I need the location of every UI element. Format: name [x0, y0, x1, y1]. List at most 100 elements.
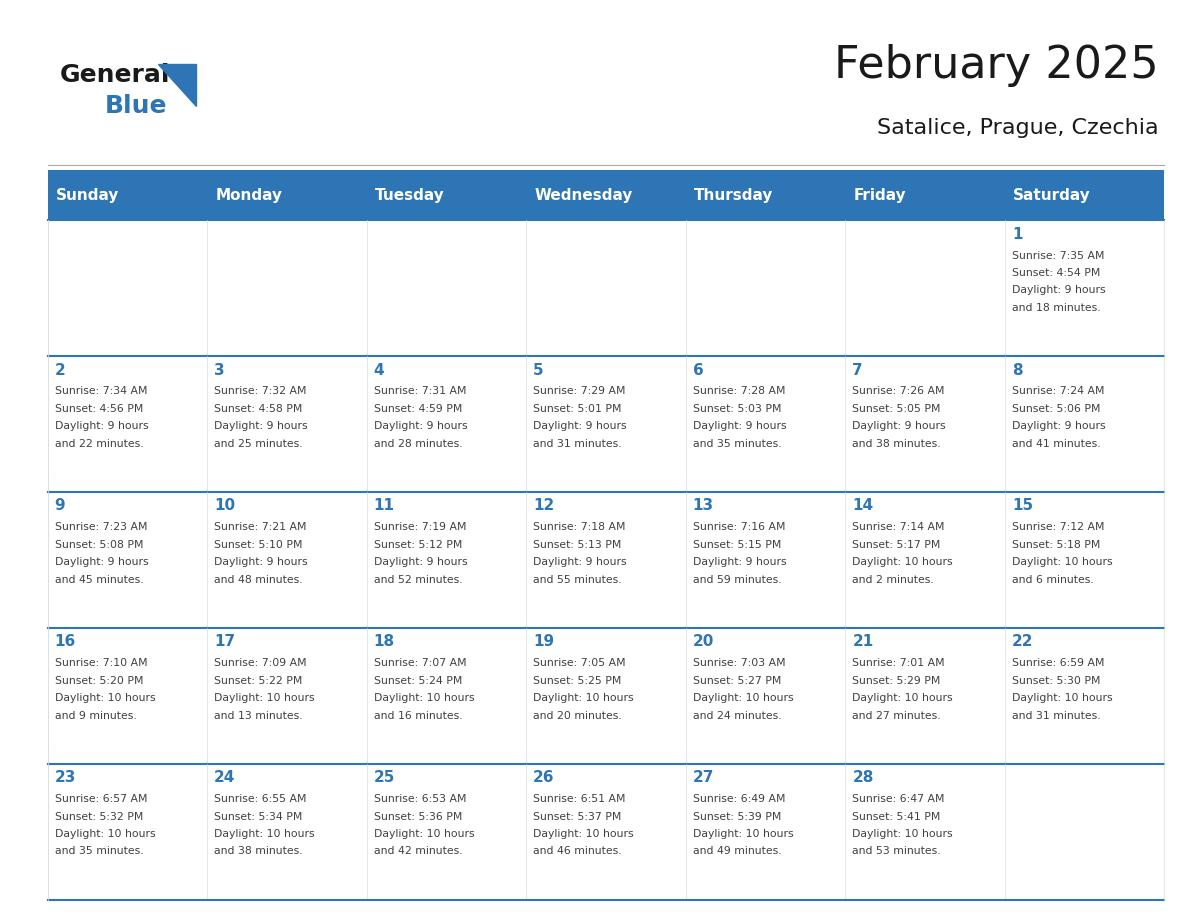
Text: 23: 23 — [55, 770, 76, 785]
Text: 22: 22 — [1012, 634, 1034, 649]
Bar — [207, 628, 367, 764]
Text: Wednesday: Wednesday — [535, 187, 633, 203]
Text: 4: 4 — [374, 363, 385, 377]
Text: Daylight: 9 hours: Daylight: 9 hours — [693, 557, 786, 567]
Bar — [845, 764, 1005, 900]
Text: 11: 11 — [374, 498, 394, 513]
Text: Sunrise: 6:55 AM: Sunrise: 6:55 AM — [214, 794, 307, 804]
Text: 1: 1 — [1012, 227, 1023, 241]
Text: 18: 18 — [374, 634, 394, 649]
Text: Sunrise: 7:21 AM: Sunrise: 7:21 AM — [214, 522, 307, 532]
Bar — [685, 220, 845, 356]
Bar — [48, 628, 207, 764]
Bar — [367, 764, 526, 900]
Text: and 38 minutes.: and 38 minutes. — [214, 846, 303, 856]
Text: Sunrise: 7:19 AM: Sunrise: 7:19 AM — [374, 522, 466, 532]
Text: Thursday: Thursday — [694, 187, 773, 203]
Bar — [526, 628, 685, 764]
Text: and 38 minutes.: and 38 minutes. — [852, 439, 941, 449]
Text: Daylight: 10 hours: Daylight: 10 hours — [214, 693, 315, 703]
Text: Daylight: 9 hours: Daylight: 9 hours — [214, 557, 308, 567]
Text: Sunset: 5:15 PM: Sunset: 5:15 PM — [693, 540, 782, 550]
Text: Sunset: 4:54 PM: Sunset: 4:54 PM — [1012, 268, 1100, 278]
Text: Daylight: 9 hours: Daylight: 9 hours — [374, 557, 467, 567]
Text: Daylight: 10 hours: Daylight: 10 hours — [533, 693, 634, 703]
Text: and 20 minutes.: and 20 minutes. — [533, 711, 623, 721]
Text: Sunrise: 6:53 AM: Sunrise: 6:53 AM — [374, 794, 466, 804]
Bar — [845, 628, 1005, 764]
Text: 28: 28 — [852, 770, 873, 785]
Text: Monday: Monday — [215, 187, 283, 203]
Text: Sunset: 5:06 PM: Sunset: 5:06 PM — [1012, 404, 1100, 414]
Text: Daylight: 9 hours: Daylight: 9 hours — [214, 421, 308, 431]
Text: Sunrise: 7:28 AM: Sunrise: 7:28 AM — [693, 386, 785, 397]
Text: Sunrise: 7:12 AM: Sunrise: 7:12 AM — [1012, 522, 1105, 532]
Text: Sunset: 5:18 PM: Sunset: 5:18 PM — [1012, 540, 1100, 550]
Text: Daylight: 10 hours: Daylight: 10 hours — [533, 829, 634, 839]
Text: 16: 16 — [55, 634, 76, 649]
Text: Sunset: 5:05 PM: Sunset: 5:05 PM — [852, 404, 941, 414]
Text: Sunset: 5:10 PM: Sunset: 5:10 PM — [214, 540, 303, 550]
Text: Daylight: 9 hours: Daylight: 9 hours — [374, 421, 467, 431]
Bar — [367, 356, 526, 492]
Text: Daylight: 9 hours: Daylight: 9 hours — [1012, 421, 1106, 431]
Bar — [526, 356, 685, 492]
Text: Daylight: 9 hours: Daylight: 9 hours — [852, 421, 946, 431]
Text: and 35 minutes.: and 35 minutes. — [55, 846, 144, 856]
Text: and 2 minutes.: and 2 minutes. — [852, 575, 934, 585]
Text: Daylight: 10 hours: Daylight: 10 hours — [693, 829, 794, 839]
Text: 5: 5 — [533, 363, 544, 377]
Text: 13: 13 — [693, 498, 714, 513]
Text: Sunrise: 6:51 AM: Sunrise: 6:51 AM — [533, 794, 626, 804]
Text: Sunrise: 7:32 AM: Sunrise: 7:32 AM — [214, 386, 307, 397]
Text: Daylight: 10 hours: Daylight: 10 hours — [214, 829, 315, 839]
Text: Sunrise: 7:24 AM: Sunrise: 7:24 AM — [1012, 386, 1105, 397]
Text: Sunrise: 7:31 AM: Sunrise: 7:31 AM — [374, 386, 466, 397]
Polygon shape — [158, 64, 196, 106]
Text: Sunset: 5:20 PM: Sunset: 5:20 PM — [55, 676, 143, 686]
Text: and 45 minutes.: and 45 minutes. — [55, 575, 144, 585]
Text: Daylight: 10 hours: Daylight: 10 hours — [1012, 693, 1112, 703]
Text: General: General — [59, 63, 170, 87]
Text: Sunset: 5:41 PM: Sunset: 5:41 PM — [852, 812, 941, 822]
Bar — [1005, 764, 1164, 900]
Text: Sunrise: 7:18 AM: Sunrise: 7:18 AM — [533, 522, 626, 532]
Text: and 13 minutes.: and 13 minutes. — [214, 711, 303, 721]
Text: Sunset: 4:59 PM: Sunset: 4:59 PM — [374, 404, 462, 414]
Text: Sunset: 5:24 PM: Sunset: 5:24 PM — [374, 676, 462, 686]
Text: 17: 17 — [214, 634, 235, 649]
Text: Sunrise: 7:09 AM: Sunrise: 7:09 AM — [214, 658, 307, 668]
Text: Tuesday: Tuesday — [375, 187, 444, 203]
Bar — [1005, 356, 1164, 492]
Text: Sunset: 5:39 PM: Sunset: 5:39 PM — [693, 812, 782, 822]
Text: and 28 minutes.: and 28 minutes. — [374, 439, 462, 449]
Text: Sunset: 5:27 PM: Sunset: 5:27 PM — [693, 676, 782, 686]
Text: Sunset: 5:37 PM: Sunset: 5:37 PM — [533, 812, 621, 822]
Text: February 2025: February 2025 — [834, 44, 1158, 87]
Bar — [207, 220, 367, 356]
Bar — [685, 356, 845, 492]
Text: Daylight: 9 hours: Daylight: 9 hours — [533, 557, 627, 567]
Text: Daylight: 9 hours: Daylight: 9 hours — [693, 421, 786, 431]
Text: Daylight: 10 hours: Daylight: 10 hours — [374, 829, 474, 839]
Bar — [526, 220, 685, 356]
Text: 7: 7 — [852, 363, 862, 377]
Text: Sunset: 5:08 PM: Sunset: 5:08 PM — [55, 540, 143, 550]
Bar — [1005, 628, 1164, 764]
Bar — [685, 764, 845, 900]
Text: Daylight: 10 hours: Daylight: 10 hours — [374, 693, 474, 703]
Text: Sunset: 5:13 PM: Sunset: 5:13 PM — [533, 540, 621, 550]
Bar — [845, 356, 1005, 492]
Text: Sunset: 5:12 PM: Sunset: 5:12 PM — [374, 540, 462, 550]
Text: 10: 10 — [214, 498, 235, 513]
Bar — [367, 628, 526, 764]
Text: Daylight: 10 hours: Daylight: 10 hours — [1012, 557, 1112, 567]
Text: Sunset: 5:34 PM: Sunset: 5:34 PM — [214, 812, 303, 822]
Text: 3: 3 — [214, 363, 225, 377]
Text: and 18 minutes.: and 18 minutes. — [1012, 303, 1100, 313]
Text: Sunrise: 7:26 AM: Sunrise: 7:26 AM — [852, 386, 944, 397]
Text: and 48 minutes.: and 48 minutes. — [214, 575, 303, 585]
Text: Sunset: 5:36 PM: Sunset: 5:36 PM — [374, 812, 462, 822]
Text: Sunrise: 7:14 AM: Sunrise: 7:14 AM — [852, 522, 944, 532]
Text: and 53 minutes.: and 53 minutes. — [852, 846, 941, 856]
